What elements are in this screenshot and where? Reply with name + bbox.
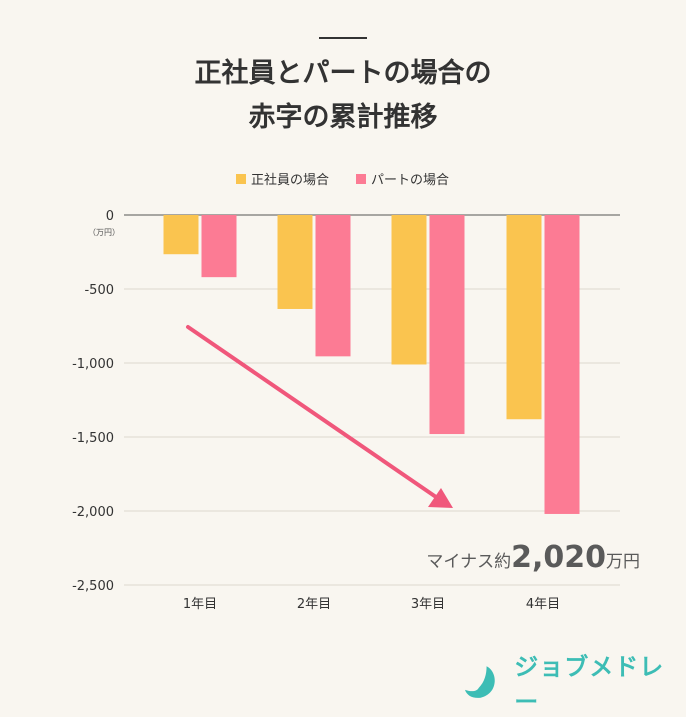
brand-name: ジョブメドレー bbox=[514, 653, 665, 716]
brand-logo-icon bbox=[465, 666, 495, 698]
arrow-shaft bbox=[186, 325, 438, 499]
annotation-value: 2,020 bbox=[511, 540, 606, 575]
x-tick-label: 2年目 bbox=[297, 597, 331, 612]
bar-seikoin-4 bbox=[506, 215, 542, 420]
x-tick-label: 1年目 bbox=[183, 597, 217, 612]
arrow-head-icon bbox=[428, 488, 453, 508]
bar-part-1 bbox=[201, 215, 237, 278]
y-tick-label: -2,500 bbox=[72, 579, 114, 594]
annotation-prefix: マイナス約 bbox=[426, 552, 511, 572]
y-tick-label: -500 bbox=[84, 283, 114, 298]
legend-label-seikoin: 正社員の場合 bbox=[251, 172, 329, 188]
bar-part-2 bbox=[315, 215, 351, 357]
brand-logo: ジョブメドレー bbox=[465, 647, 686, 717]
y-tick-label: -1,000 bbox=[72, 357, 114, 372]
bar-seikoin-3 bbox=[391, 215, 427, 365]
chart-title-line-2: 赤字の累計推移 bbox=[248, 102, 438, 133]
legend-swatch-seikoin bbox=[236, 174, 246, 184]
x-tick-label: 4年目 bbox=[526, 597, 560, 612]
y-tick-label: -1,500 bbox=[72, 431, 114, 446]
legend-label-part: パートの場合 bbox=[371, 173, 449, 188]
bar-part-3 bbox=[429, 215, 465, 435]
x-tick-label: 3年目 bbox=[411, 597, 445, 612]
annotation-total: マイナス約2,020万円 bbox=[426, 540, 640, 575]
y-tick-label: -2,000 bbox=[72, 505, 114, 520]
title-rule bbox=[319, 37, 367, 39]
bar-seikoin-2 bbox=[277, 215, 313, 309]
bar-part-4 bbox=[544, 215, 580, 514]
trend-arrow bbox=[186, 325, 453, 508]
legend: 正社員の場合 パートの場合 bbox=[236, 172, 449, 188]
y-tick-label: 0 bbox=[106, 209, 114, 224]
y-axis-unit: （万円） bbox=[88, 228, 120, 237]
bar-seikoin-1 bbox=[163, 215, 199, 255]
chart-title-line-1: 正社員とパートの場合の bbox=[194, 58, 492, 89]
annotation-unit: 万円 bbox=[606, 552, 640, 572]
legend-swatch-part bbox=[356, 174, 366, 184]
